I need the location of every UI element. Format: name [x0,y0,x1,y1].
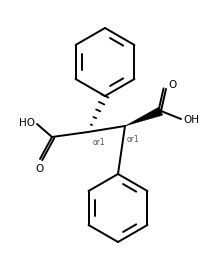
Text: O: O [168,80,176,90]
Text: or1: or1 [127,135,140,144]
Text: OH: OH [183,115,199,125]
Text: O: O [35,164,43,174]
Text: HO: HO [19,118,35,128]
Polygon shape [125,107,163,126]
Text: or1: or1 [93,138,106,147]
